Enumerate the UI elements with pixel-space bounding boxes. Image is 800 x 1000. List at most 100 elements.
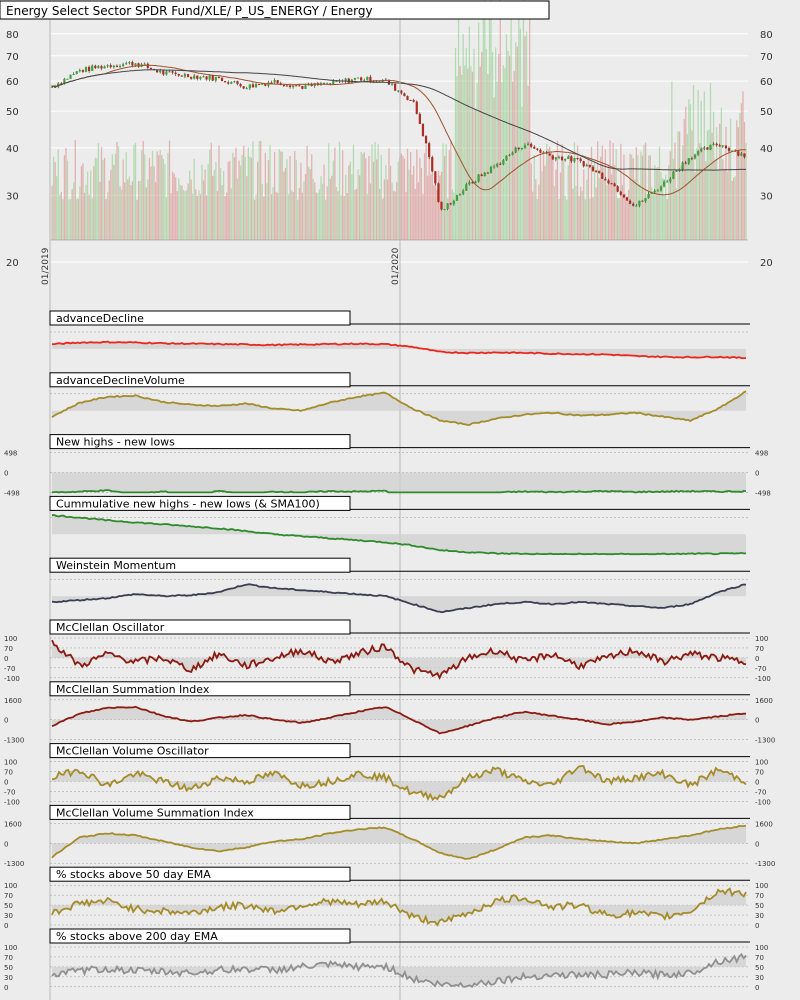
volume-bar xyxy=(729,118,732,240)
volume-bar xyxy=(355,188,358,240)
volume-bar xyxy=(403,158,406,240)
volume-bar xyxy=(745,143,747,240)
candle-body xyxy=(397,90,400,92)
volume-bar xyxy=(329,178,331,240)
panel-y-tick-right: 0 xyxy=(755,655,759,663)
candle-body xyxy=(273,80,276,83)
volume-bar xyxy=(564,195,566,240)
volume-bar xyxy=(159,149,161,240)
volume-bar xyxy=(113,165,115,240)
volume-bar xyxy=(218,145,220,240)
volume-bar xyxy=(736,120,738,240)
panel-y-tick-right: 70 xyxy=(755,954,764,962)
candle-body xyxy=(360,77,363,81)
volume-bar xyxy=(250,157,253,240)
volume-bar xyxy=(624,193,627,240)
volume-bar xyxy=(643,144,645,240)
volume-bar xyxy=(563,160,565,240)
volume-bar xyxy=(443,155,446,240)
volume-bar xyxy=(122,159,124,240)
volume-bar xyxy=(321,183,324,240)
volume-bar xyxy=(124,182,126,240)
candle-body xyxy=(638,200,641,206)
volume-bar xyxy=(442,143,444,240)
volume-bar xyxy=(97,143,100,240)
volume-bar xyxy=(103,157,106,240)
volume-bar xyxy=(317,192,319,240)
volume-bar xyxy=(145,187,147,240)
volume-bar xyxy=(590,146,593,240)
volume-bar xyxy=(244,156,246,240)
candle-body xyxy=(628,200,632,204)
volume-bar xyxy=(420,167,423,240)
volume-bar xyxy=(697,90,699,240)
volume-bar xyxy=(324,199,327,240)
candle-body xyxy=(205,76,208,80)
price-y-tick-right: 20 xyxy=(760,258,773,269)
candle-body xyxy=(669,178,672,182)
volume-bar xyxy=(512,81,514,240)
volume-bar xyxy=(601,145,603,240)
volume-bar xyxy=(156,151,158,240)
volume-bar xyxy=(556,140,559,240)
volume-bar xyxy=(722,159,724,240)
volume-bar xyxy=(332,160,335,240)
candle-body xyxy=(718,145,721,147)
candle-body xyxy=(72,73,75,75)
candle-body xyxy=(483,172,486,177)
volume-bar xyxy=(261,184,263,240)
candle-body xyxy=(428,143,431,158)
volume-bar xyxy=(665,174,667,240)
panel-y-tick-left: 70 xyxy=(4,892,13,900)
volume-bar xyxy=(666,199,668,240)
volume-bar xyxy=(496,81,498,240)
candle-body xyxy=(619,191,622,195)
volume-bar xyxy=(606,184,608,240)
volume-bar xyxy=(439,175,441,240)
volume-bar xyxy=(190,179,192,240)
panel-y-tick-left: 70 xyxy=(4,954,13,962)
volume-bar xyxy=(205,195,208,240)
candle-body xyxy=(662,181,666,187)
candle-body xyxy=(149,67,153,69)
panel-title: advanceDeclineVolume xyxy=(56,374,185,387)
volume-bar xyxy=(434,173,437,240)
volume-bar xyxy=(354,189,356,240)
panel-title-box xyxy=(49,557,351,573)
volume-bar xyxy=(437,170,440,240)
chart-title: Energy Select Sector SPDR Fund/XLE/ P_US… xyxy=(6,4,373,18)
volume-bar xyxy=(610,174,613,240)
volume-bar xyxy=(266,183,268,240)
volume-bar xyxy=(380,154,382,240)
volume-bar xyxy=(604,149,607,240)
volume-bar xyxy=(521,106,523,241)
candle-body xyxy=(613,183,616,187)
volume-bar xyxy=(685,106,687,241)
candle-body xyxy=(421,123,425,137)
volume-bar xyxy=(544,165,546,240)
volume-bar xyxy=(107,192,109,240)
volume-bar xyxy=(695,148,698,240)
candle-body xyxy=(730,150,734,152)
volume-bar xyxy=(572,188,574,240)
indicator-panel: McClellan Volume Summation Index 1600 1600… xyxy=(4,804,775,868)
volume-bar xyxy=(396,182,398,240)
candle-body xyxy=(366,76,369,81)
panel-area-fill xyxy=(52,766,746,800)
candle-body xyxy=(635,205,638,207)
volume-bar xyxy=(581,190,583,240)
volume-bar xyxy=(615,149,617,240)
panel-series-line xyxy=(51,340,747,360)
volume-bar xyxy=(54,161,56,240)
volume-bar xyxy=(400,153,403,240)
panel-y-tick-right: 70 xyxy=(755,892,764,900)
volume-bar xyxy=(125,152,127,240)
candle-body xyxy=(542,152,545,154)
candle-body xyxy=(381,80,384,82)
volume-bar xyxy=(318,189,321,240)
volume-bar xyxy=(207,163,209,240)
volume-bar xyxy=(716,127,718,240)
volume-bar xyxy=(69,198,72,240)
candle-body xyxy=(159,70,162,73)
candle-body xyxy=(418,113,421,124)
